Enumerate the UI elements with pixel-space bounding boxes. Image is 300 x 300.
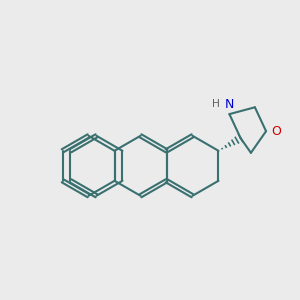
Text: O: O bbox=[271, 125, 281, 138]
Text: H: H bbox=[212, 99, 220, 109]
Text: N: N bbox=[225, 98, 234, 111]
